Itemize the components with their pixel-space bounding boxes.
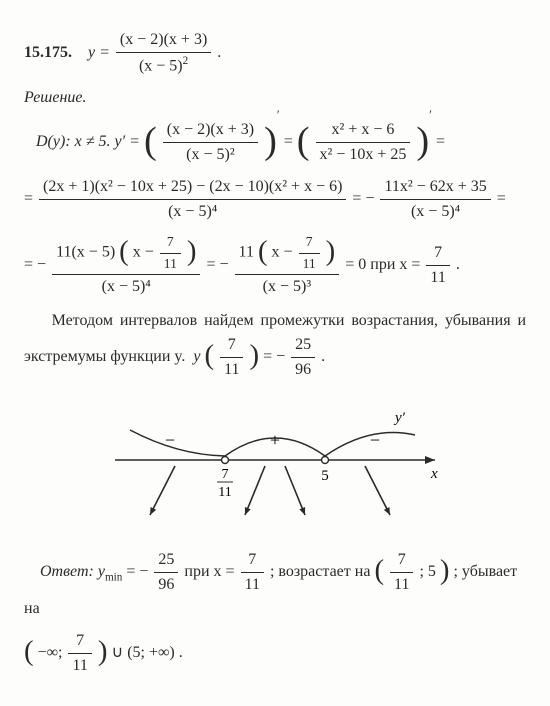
method-text: Методом интервалов найдем промежутки воз…: [24, 309, 526, 382]
answer-label: Ответ:: [40, 563, 94, 580]
svg-text:5: 5: [321, 468, 329, 484]
svg-text:−: −: [165, 430, 175, 450]
svg-text:x: x: [430, 466, 438, 482]
func-lhs: y =: [88, 44, 110, 61]
svg-text:−: −: [370, 430, 380, 450]
f4-frac: 11(x − 5) ( x − 7 11 ) (x − 5)⁴: [52, 232, 200, 299]
deriv-line-1: D(y): x ≠ 5. y′ = ( (x − 2)(x + 3) (x − …: [24, 118, 526, 167]
f5-frac: 11 ( x − 7 11 ) (x − 5)³: [235, 232, 340, 299]
deriv-line-2: = (2x + 1)(x² − 10x + 25) − (2x − 10)(x²…: [24, 175, 526, 224]
domain-label: D(y):: [36, 134, 71, 151]
sign-diagram: −+−y′x7115: [95, 390, 455, 540]
dfrac-1: (x − 2)(x + 3) (x − 5)²: [163, 118, 258, 167]
domain-val: x ≠ 5.: [75, 134, 111, 151]
svg-text:y′: y′: [393, 410, 406, 426]
deriv-line-3: = − 11(x − 5) ( x − 7 11 ) (x − 5)⁴ = − …: [24, 232, 526, 299]
dfrac-2: x² + x − 6 x² − 10x + 25: [316, 118, 411, 167]
problem-number: 15.175.: [24, 44, 72, 61]
seven-eleven: 7 11: [426, 241, 449, 290]
func-num: (x − 2)(x + 3): [116, 28, 211, 53]
r1-frac: 11x² − 62x + 35 (x − 5)⁴: [380, 175, 490, 224]
svg-text:+: +: [270, 430, 280, 450]
answer-line-2: ( −∞; 7 11 ) ∪ (5; +∞) .: [24, 629, 526, 678]
svg-text:11: 11: [218, 485, 231, 500]
answer-line: Ответ: ymin = − 25 96 при x = 7 11 ; воз…: [24, 548, 526, 621]
solution-label: Решение.: [24, 86, 526, 110]
yprime-label: y′ =: [115, 134, 140, 151]
svg-text:7: 7: [222, 467, 229, 482]
problem-header: 15.175. y = (x − 2)(x + 3) (x − 5)2 .: [24, 28, 526, 78]
long-frac: (2x + 1)(x² − 10x + 25) − (2x − 10)(x² +…: [39, 175, 346, 224]
func-frac: (x − 2)(x + 3) (x − 5)2: [116, 28, 211, 78]
func-den: (x − 5)2: [116, 53, 211, 78]
